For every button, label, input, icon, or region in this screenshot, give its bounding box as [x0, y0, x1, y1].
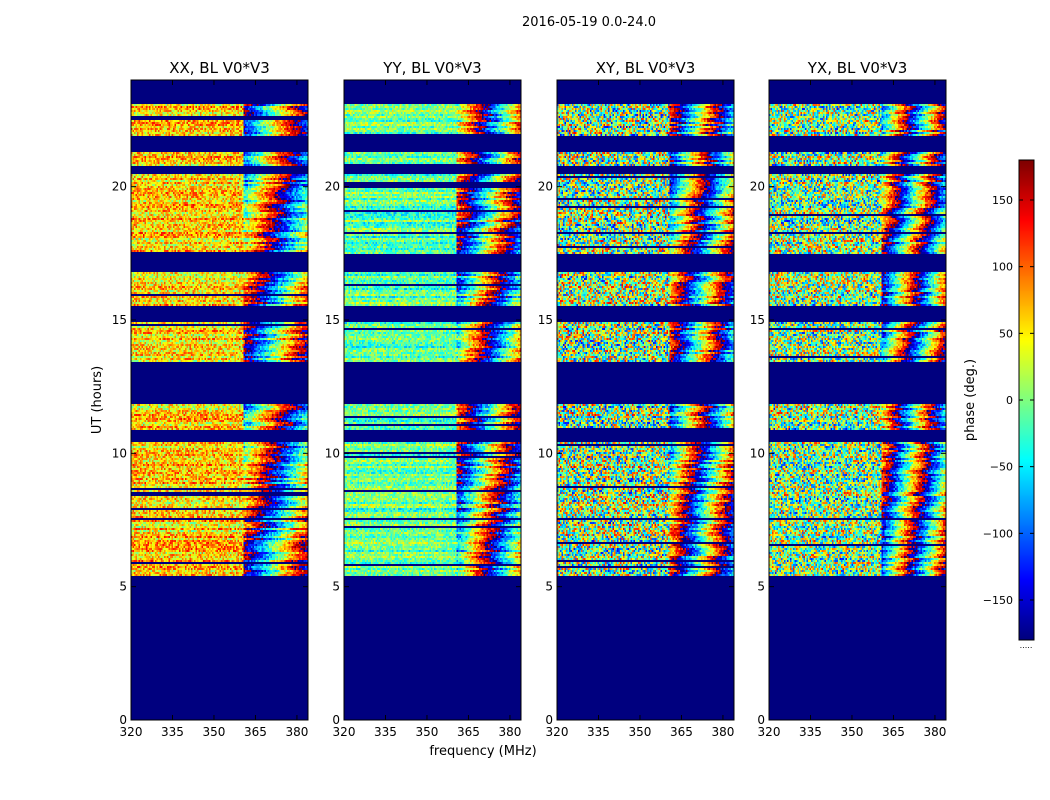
x-tick-label: 320	[333, 725, 356, 739]
y-tick-label: 20	[750, 180, 765, 194]
heatmap-image	[557, 80, 734, 720]
x-tick-label: 350	[629, 725, 652, 739]
y-tick-label: 10	[112, 446, 127, 460]
x-axis-label: frequency (MHz)	[429, 744, 536, 759]
y-tick-label: 5	[757, 580, 765, 594]
y-tick-label: 0	[119, 713, 127, 727]
x-tick-label: 335	[799, 725, 822, 739]
x-tick-label: 365	[882, 725, 905, 739]
x-tick-label: 335	[161, 725, 184, 739]
colorbar: −150 −100 −50 0 50 100 150	[983, 160, 1034, 640]
colorbar-tick-label: 50	[999, 327, 1013, 340]
y-tick-label: 15	[112, 313, 127, 327]
x-tick-label: 365	[670, 725, 693, 739]
y-tick-label: 10	[538, 446, 553, 460]
x-tick-label: 350	[203, 725, 226, 739]
panel-4: YX, BL V0*V3 320 335 350 365 380 0 5 10 15 20	[750, 59, 947, 739]
colorbar-tick-label: 100	[992, 261, 1013, 274]
y-tick-label: 20	[112, 180, 127, 194]
x-tick-label: 320	[758, 725, 781, 739]
panel-3: XY, BL V0*V3 320 335 350 365 380 0 5 10 15 20	[538, 59, 735, 739]
y-tick-label: 15	[750, 313, 765, 327]
colorbar-tick-label: −150	[983, 594, 1013, 607]
y-tick-label: 10	[325, 446, 340, 460]
y-tick-label: 15	[325, 313, 340, 327]
panel-title: YY, BL V0*V3	[382, 59, 481, 77]
x-tick-label: 320	[546, 725, 569, 739]
panel-2: YY, BL V0*V3 320 335 350 365 380 0 5 10 15 20	[325, 59, 522, 739]
heatmap-image	[344, 80, 521, 720]
x-tick-label: 335	[374, 725, 397, 739]
colorbar-tick-label: −50	[990, 461, 1013, 474]
x-tick-label: 380	[923, 725, 946, 739]
colorbar-footer: .....	[1020, 641, 1033, 650]
y-tick-label: 0	[545, 713, 553, 727]
y-tick-label: 20	[538, 180, 553, 194]
y-tick-label: 15	[538, 313, 553, 327]
heatmap-image	[769, 80, 946, 720]
x-tick-label: 380	[711, 725, 734, 739]
heatmap-image	[131, 80, 308, 720]
phase-waterfall-figure: 2016-05-19 0.0-24.0 XX, BL V0*V3 320 335 35…	[0, 0, 1050, 800]
x-tick-label: 380	[498, 725, 521, 739]
figure-suptitle: 2016-05-19 0.0-24.0	[522, 15, 656, 30]
y-tick-label: 5	[332, 580, 340, 594]
colorbar-label: phase (deg.)	[963, 359, 978, 441]
panel-title: YX, BL V0*V3	[807, 59, 908, 77]
x-tick-label: 365	[457, 725, 480, 739]
colorbar-tick-label: 150	[992, 194, 1013, 207]
y-axis-label: UT (hours)	[90, 366, 105, 434]
x-tick-label: 350	[416, 725, 439, 739]
y-tick-label: 5	[545, 580, 553, 594]
x-tick-label: 380	[285, 725, 308, 739]
y-tick-label: 0	[332, 713, 340, 727]
y-tick-label: 5	[119, 580, 127, 594]
x-tick-label: 335	[587, 725, 610, 739]
panel-title: XY, BL V0*V3	[596, 59, 696, 77]
colorbar-tick-label: −100	[983, 527, 1013, 540]
x-tick-label: 365	[244, 725, 267, 739]
panel-1: XX, BL V0*V3 320 335 350 365 380 0 5 10 15 20	[112, 59, 309, 739]
panel-title: XX, BL V0*V3	[169, 59, 270, 77]
y-tick-label: 0	[757, 713, 765, 727]
y-tick-label: 20	[325, 180, 340, 194]
y-tick-label: 10	[750, 446, 765, 460]
colorbar-tick-label: 0	[1006, 394, 1013, 407]
x-tick-label: 320	[120, 725, 143, 739]
x-tick-label: 350	[841, 725, 864, 739]
